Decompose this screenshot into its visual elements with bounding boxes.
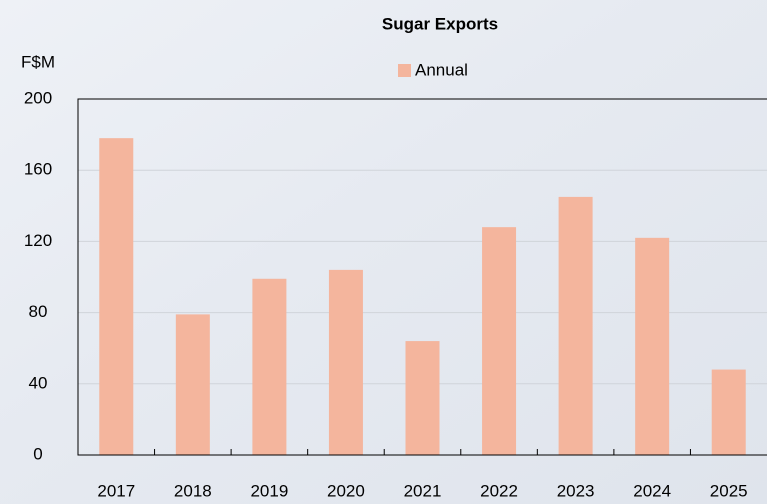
x-tick-label: 2023	[557, 481, 595, 500]
x-tick-label: 2020	[327, 481, 365, 500]
y-axis-label: F$M	[21, 52, 55, 71]
bar	[328, 269, 363, 455]
legend-label: Annual	[415, 60, 468, 79]
y-tick-label: 80	[29, 302, 48, 321]
bar	[711, 369, 746, 455]
x-tick-label: 2017	[97, 481, 135, 500]
bar	[99, 138, 134, 455]
x-tick-label: 2024	[633, 481, 671, 500]
x-tick-label: 2022	[480, 481, 518, 500]
x-tick-label: 2018	[174, 481, 212, 500]
x-tick-label: 2025	[710, 481, 748, 500]
bar	[252, 278, 287, 455]
x-tick-label: 2021	[404, 481, 442, 500]
y-tick-label: 160	[24, 160, 52, 179]
bar	[635, 237, 670, 455]
legend: Annual	[398, 60, 468, 79]
legend-swatch	[398, 64, 411, 77]
bar	[558, 196, 593, 455]
bar	[482, 227, 517, 455]
bar	[405, 341, 440, 455]
chart-title: Sugar Exports	[382, 14, 498, 33]
bar	[175, 314, 210, 455]
y-tick-label: 120	[24, 231, 52, 250]
y-tick-label: 40	[29, 373, 48, 392]
y-tick-label: 0	[33, 444, 42, 463]
x-tick-label: 2019	[250, 481, 288, 500]
y-tick-label: 200	[24, 88, 52, 107]
